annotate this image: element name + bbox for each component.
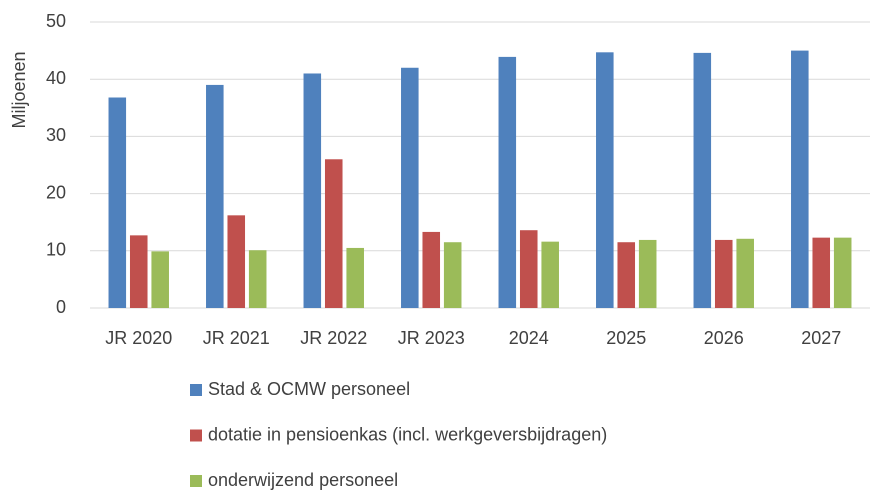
bar	[422, 231, 441, 308]
y-tick-label: 50	[46, 11, 66, 31]
bar	[714, 239, 733, 308]
x-tick-label: JR 2022	[300, 328, 367, 348]
bar	[248, 250, 267, 308]
x-tick-label: JR 2023	[398, 328, 465, 348]
y-axis-title: Miljoenen	[9, 51, 29, 128]
bar	[303, 73, 322, 308]
bar	[519, 230, 538, 308]
bar	[151, 251, 169, 308]
bar	[443, 242, 462, 308]
bar	[791, 50, 809, 308]
bar	[346, 247, 364, 308]
bar	[227, 215, 246, 308]
y-tick-label: 30	[46, 125, 66, 145]
bar	[324, 159, 343, 308]
bar	[541, 241, 559, 308]
legend-swatch	[190, 475, 202, 487]
y-tick-label: 0	[56, 297, 66, 317]
legend-label: onderwijzend personeel	[208, 470, 398, 490]
legend-label: Stad & OCMW personeel	[208, 379, 410, 399]
y-tick-label: 20	[46, 182, 66, 202]
bar	[693, 52, 712, 308]
bar	[401, 67, 419, 308]
x-tick-label: JR 2021	[203, 328, 270, 348]
legend-swatch	[190, 429, 202, 442]
y-tick-label: 40	[46, 68, 66, 88]
bar	[108, 97, 127, 308]
x-tick-label: 2027	[801, 328, 841, 348]
legend-swatch	[190, 384, 202, 396]
x-tick-label: 2026	[704, 328, 744, 348]
x-tick-label: 2024	[509, 328, 549, 348]
bar	[812, 237, 831, 308]
x-tick-label: JR 2020	[105, 328, 172, 348]
legend-label: dotatie in pensioenkas (incl. werkgevers…	[208, 424, 607, 444]
bar	[617, 242, 636, 308]
bar	[498, 56, 517, 308]
x-tick-label: 2025	[606, 328, 646, 348]
y-tick-label: 10	[46, 240, 66, 260]
bar	[736, 238, 754, 308]
bar	[638, 239, 657, 308]
bar	[206, 84, 224, 308]
bar	[129, 235, 148, 308]
bar	[833, 237, 852, 308]
bar	[596, 52, 614, 308]
